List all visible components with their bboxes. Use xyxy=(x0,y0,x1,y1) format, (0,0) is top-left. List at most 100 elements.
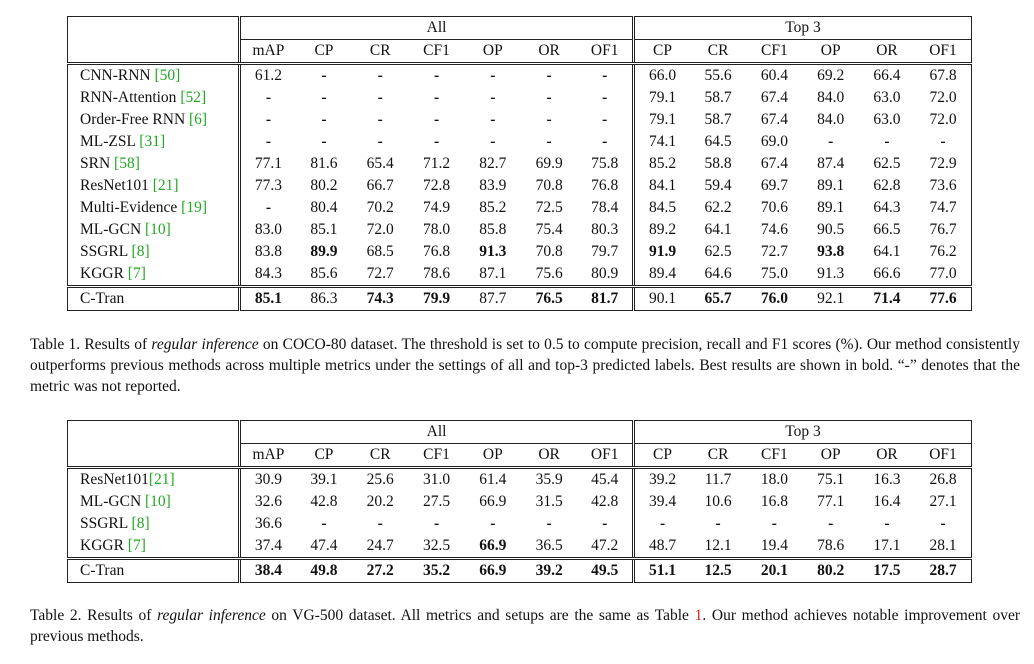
value-cell: 20.1 xyxy=(746,558,803,583)
value-cell: 32.5 xyxy=(408,535,465,560)
value-cell: 31.5 xyxy=(535,493,563,511)
value-cell: 76.7 xyxy=(915,219,972,241)
citation-link[interactable]: [58] xyxy=(114,155,140,173)
group-label-all: All xyxy=(237,420,634,444)
column-header: OR xyxy=(520,39,578,65)
citation-link[interactable]: [21] xyxy=(148,471,175,489)
citation-link[interactable]: [52] xyxy=(180,89,207,107)
value-cell: 72.0 xyxy=(366,221,394,239)
value-cell: 89.2 xyxy=(632,219,690,241)
value-cell: 67.4 xyxy=(760,111,788,129)
results-table-vg: All Top 3 mAP CP CR CF1 OP OR OF1 CP CR CF1 OP OR OF1 R… xyxy=(67,420,972,583)
citation-link[interactable]: [50] xyxy=(154,67,181,85)
value-cell: 72.7 xyxy=(352,263,409,288)
caption2-emphasis: regular inference xyxy=(157,607,266,624)
value-cell: 69.7 xyxy=(760,177,788,195)
value-cell: 64.3 xyxy=(873,199,901,217)
citation-link[interactable]: [10] xyxy=(145,493,171,511)
column-header: CF1 xyxy=(746,39,803,65)
method-name-cell: Multi-Evidence [19] xyxy=(67,197,240,219)
value-cell: 78.6 xyxy=(408,263,465,288)
value-cell: - xyxy=(771,515,777,533)
value-cell: 20.2 xyxy=(366,493,394,511)
citation-link[interactable]: [8] xyxy=(131,243,150,261)
citation-link[interactable]: [8] xyxy=(131,515,150,533)
value-cell: 84.3 xyxy=(237,263,296,288)
table-row: SSGRL [8] 36.6- - - - - - - - - - - - xyxy=(67,513,972,535)
method-name: Order-Free RNN xyxy=(80,111,190,129)
value-cell: 60.4 xyxy=(760,67,788,85)
column-header: OP xyxy=(464,443,521,469)
value-cell: 75.6 xyxy=(520,263,578,288)
value-cell: - xyxy=(377,111,383,129)
value-cell: 70.2 xyxy=(366,199,394,217)
value-cell: 26.8 xyxy=(915,467,972,491)
column-header: OP xyxy=(802,443,859,469)
value-cell: 89.9 xyxy=(310,243,338,261)
value-cell: 85.8 xyxy=(479,221,507,239)
column-header: OF1 xyxy=(577,39,634,65)
value-cell: 89.1 xyxy=(817,199,845,217)
value-cell: 90.1 xyxy=(632,286,690,311)
value-cell: 77.6 xyxy=(915,286,972,311)
value-cell: 63.0 xyxy=(873,111,901,129)
value-cell: 75.1 xyxy=(817,471,845,489)
citation-link[interactable]: [31] xyxy=(139,133,166,151)
value-cell: 39.4 xyxy=(632,491,690,513)
table-reference-link[interactable]: 1 xyxy=(694,607,703,624)
value-cell: 76.5 xyxy=(520,286,578,311)
value-cell: 87.4 xyxy=(817,155,845,173)
value-cell: 78.0 xyxy=(422,221,451,239)
citation-link[interactable]: [7] xyxy=(127,265,146,283)
citation-link[interactable]: [6] xyxy=(189,111,208,129)
value-cell: - xyxy=(237,109,296,131)
value-cell: - xyxy=(433,89,440,107)
value-cell: 72.8 xyxy=(422,177,451,195)
method-name-cell: ML-GCN [10] xyxy=(67,219,240,241)
value-cell: - xyxy=(490,515,496,533)
citation-link[interactable]: [21] xyxy=(152,177,179,195)
column-header-row: mAP CP CR CF1 OP OR OF1 CP CR CF1 OP OR OF1 xyxy=(67,39,972,65)
results-table-coco: All Top 3 mAP CP CR CF1 OP OR OF1 CP CR CF1 OP OR OF1 C… xyxy=(67,16,972,311)
method-name: C-Tran xyxy=(67,558,240,583)
table-row: ResNet101 [21] 77.3 80.2 66.7 72.8 83.9 70.8 76… xyxy=(67,175,972,197)
method-name-cell: KGGR [7] xyxy=(67,263,240,288)
value-cell: 76.8 xyxy=(422,243,451,261)
value-cell: - xyxy=(828,515,834,533)
value-cell: 75.8 xyxy=(591,155,619,173)
column-header: CF1 xyxy=(746,443,803,469)
method-name-cell: ML-ZSL [31] xyxy=(67,131,240,153)
method-name: RNN-Attention xyxy=(80,89,181,107)
table-row: ML-GCN [10] 32.6 42.8 20.2 27.5 66.9 31.5 42.8 3… xyxy=(67,491,972,513)
column-header: CP xyxy=(632,443,690,469)
value-cell: 62.5 xyxy=(873,155,901,173)
column-header: OF1 xyxy=(915,39,972,65)
group-header-row: All Top 3 xyxy=(67,420,972,444)
value-cell: - xyxy=(237,197,296,219)
table2-caption: Table 2. Results of regular inference on… xyxy=(30,605,1020,647)
group-label-top3: Top 3 xyxy=(632,420,972,444)
value-cell: 91.3 xyxy=(479,243,507,261)
table-row: ResNet101[21] 30.9 39.1 25.6 31.0 61.4 35.9 45.… xyxy=(67,467,972,491)
value-cell: 67.4 xyxy=(760,89,788,107)
value-cell: 66.4 xyxy=(873,67,901,85)
value-cell: - xyxy=(237,87,296,109)
value-cell: - xyxy=(237,131,296,153)
method-name-cell: Order-Free RNN [6] xyxy=(67,109,240,131)
caption1-rest: on COCO-80 dataset. The threshold is set… xyxy=(30,336,1020,395)
column-header: OR xyxy=(858,39,916,65)
value-cell: 65.7 xyxy=(689,286,747,311)
citation-link[interactable]: [10] xyxy=(145,221,171,239)
value-cell: 70.8 xyxy=(535,177,563,195)
value-cell: - xyxy=(433,133,440,151)
value-cell: 66.9 xyxy=(464,535,521,560)
value-cell: 81.6 xyxy=(310,155,338,173)
value-cell: 49.5 xyxy=(577,558,634,583)
value-cell: 77.3 xyxy=(237,175,296,197)
citation-link[interactable]: [7] xyxy=(127,537,146,555)
value-cell: 80.9 xyxy=(577,263,634,288)
value-cell: 74.3 xyxy=(352,286,409,311)
citation-link[interactable]: [19] xyxy=(181,199,207,217)
value-cell: 74.7 xyxy=(915,197,972,219)
value-cell: 72.0 xyxy=(915,109,972,131)
